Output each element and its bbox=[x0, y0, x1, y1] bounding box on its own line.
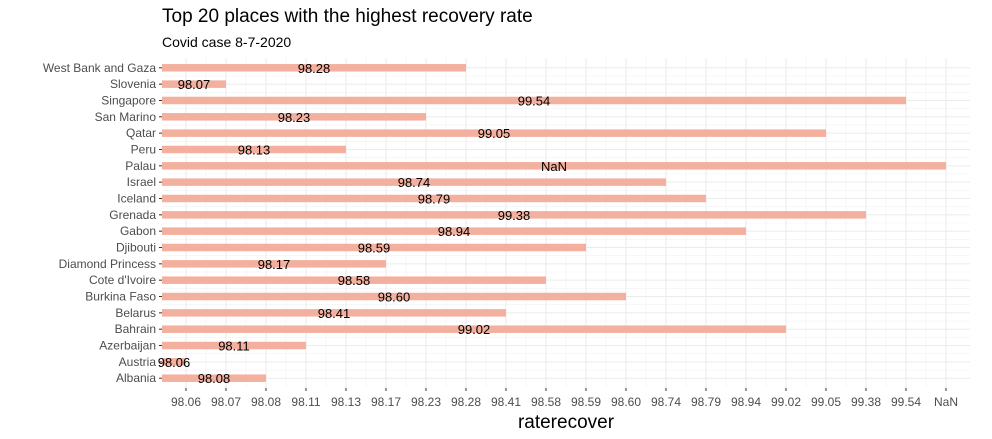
y-tick-label: Cote d'Ivoire bbox=[89, 273, 156, 287]
data-label: 98.59 bbox=[358, 241, 391, 256]
data-label: 99.38 bbox=[498, 208, 531, 223]
data-label: 98.60 bbox=[378, 290, 411, 305]
x-tick-label: 99.54 bbox=[891, 395, 921, 409]
x-tick-label: 98.41 bbox=[491, 395, 521, 409]
x-tick-label: 98.07 bbox=[211, 395, 241, 409]
data-label: 98.11 bbox=[218, 339, 250, 354]
data-label: 98.74 bbox=[398, 175, 431, 190]
data-label: 98.23 bbox=[278, 110, 311, 125]
x-tick-label: NaN bbox=[934, 395, 958, 409]
y-tick-label: Diamond Princess bbox=[59, 257, 156, 271]
bar bbox=[162, 64, 466, 72]
y-tick-label: Palau bbox=[125, 159, 156, 173]
data-label: 98.17 bbox=[258, 257, 291, 272]
data-label: 99.02 bbox=[458, 322, 491, 337]
bars bbox=[162, 64, 946, 382]
y-axis-ticks: Albania Austria Azerbaijan Bahrain Belarus Bu… bbox=[43, 61, 162, 385]
bar bbox=[162, 145, 346, 154]
bar bbox=[162, 260, 386, 268]
x-tick-label: 98.79 bbox=[691, 395, 721, 409]
bar bbox=[162, 162, 946, 170]
bar bbox=[162, 129, 826, 137]
x-tick-label: 99.38 bbox=[851, 395, 881, 409]
x-tick-label: 98.08 bbox=[251, 395, 281, 409]
data-label: 98.08 bbox=[198, 371, 231, 386]
x-tick-label: 98.58 bbox=[531, 395, 561, 409]
bar bbox=[162, 325, 786, 333]
bar bbox=[162, 292, 626, 301]
x-tick-label: 98.06 bbox=[171, 395, 201, 409]
data-label: 99.54 bbox=[518, 93, 551, 108]
bar bbox=[162, 96, 906, 105]
y-tick-label: Albania bbox=[116, 371, 156, 385]
bar bbox=[162, 80, 226, 88]
y-tick-label: Grenada bbox=[109, 208, 156, 222]
chart-subtitle: Covid case 8-7-2020 bbox=[162, 34, 292, 50]
data-label: 98.07 bbox=[178, 77, 211, 92]
y-tick-label: Peru bbox=[131, 142, 156, 156]
x-tick-label: 98.17 bbox=[371, 395, 401, 409]
x-tick-label: 98.28 bbox=[451, 395, 481, 409]
data-label: 98.06 bbox=[158, 355, 191, 370]
x-tick-label: 99.02 bbox=[771, 395, 801, 409]
bar bbox=[162, 113, 426, 121]
y-tick-label: Burkina Faso bbox=[85, 290, 156, 304]
data-label: NaN bbox=[541, 159, 567, 174]
x-tick-label: 98.59 bbox=[571, 395, 601, 409]
data-label: 98.79 bbox=[418, 191, 451, 206]
y-tick-label: Bahrain bbox=[115, 322, 156, 336]
chart-title: Top 20 places with the highest recovery … bbox=[162, 6, 533, 27]
bar bbox=[162, 194, 706, 203]
bar bbox=[162, 243, 586, 252]
y-tick-label: West Bank and Gaza bbox=[43, 61, 157, 75]
data-label: 98.28 bbox=[298, 61, 331, 76]
x-axis-label: raterecover bbox=[518, 412, 615, 433]
bar bbox=[162, 358, 186, 366]
bar bbox=[162, 227, 746, 235]
y-tick-label: Azerbaijan bbox=[99, 339, 156, 353]
bar bbox=[162, 211, 866, 219]
y-tick-label: Austria bbox=[119, 355, 157, 369]
x-tick-label: 98.60 bbox=[611, 395, 641, 409]
data-label: 98.94 bbox=[438, 224, 471, 239]
y-tick-label: San Marino bbox=[95, 110, 157, 124]
data-label: 99.05 bbox=[478, 126, 511, 141]
data-labels: 98.08 98.06 98.11 99.02 98.41 98.60 98.58 98.17… bbox=[158, 61, 567, 386]
y-tick-label: Israel bbox=[127, 175, 156, 189]
data-label: 98.41 bbox=[318, 306, 351, 321]
y-tick-label: Iceland bbox=[117, 191, 156, 205]
bar bbox=[162, 276, 546, 284]
y-tick-label: Qatar bbox=[126, 126, 156, 140]
y-tick-label: Gabon bbox=[120, 224, 156, 238]
y-tick-label: Belarus bbox=[115, 306, 156, 320]
y-tick-label: Singapore bbox=[101, 93, 156, 107]
x-tick-label: 99.05 bbox=[811, 395, 841, 409]
bar bbox=[162, 341, 306, 350]
data-label: 98.13 bbox=[238, 142, 271, 157]
data-label: 98.58 bbox=[338, 273, 371, 288]
y-tick-label: Djibouti bbox=[116, 241, 156, 255]
x-tick-label: 98.13 bbox=[331, 395, 361, 409]
x-tick-label: 98.11 bbox=[291, 395, 320, 409]
y-tick-label: Slovenia bbox=[110, 77, 156, 91]
x-axis-ticks: 98.06 98.07 98.08 98.11 98.13 98.17 98.23 98.28… bbox=[171, 388, 958, 409]
x-tick-label: 98.74 bbox=[651, 395, 681, 409]
x-tick-label: 98.94 bbox=[731, 395, 761, 409]
bar bbox=[162, 374, 266, 382]
bar bbox=[162, 178, 666, 186]
bar bbox=[162, 309, 506, 317]
x-tick-label: 98.23 bbox=[411, 395, 441, 409]
